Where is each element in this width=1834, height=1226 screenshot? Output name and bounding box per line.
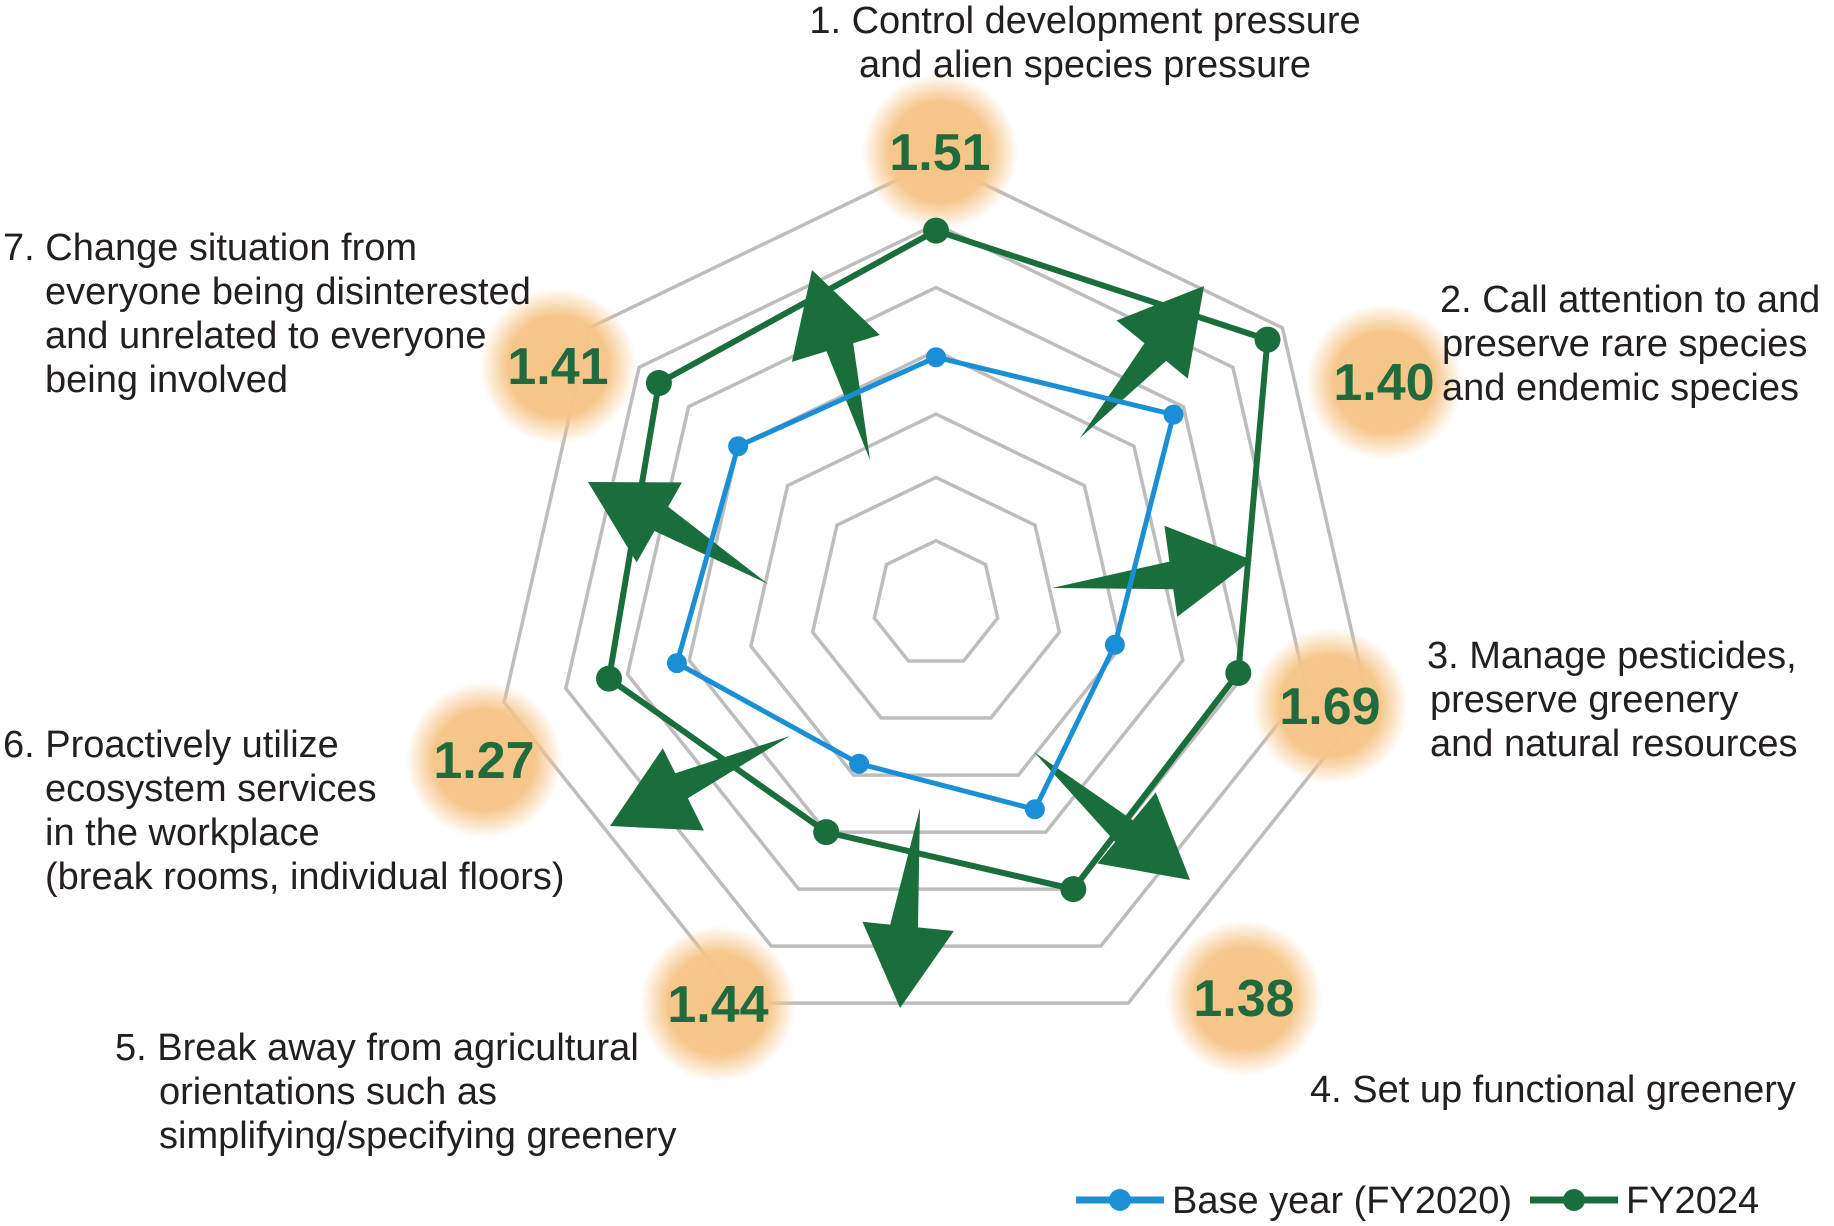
- ratio-value-5: 1.44: [667, 976, 768, 1034]
- series-2-point-5: [813, 819, 840, 846]
- ratio-highlights: 1.51 1.40 1.69 1.38 1.44 1.27 1.41: [406, 74, 1462, 1082]
- axis-label-2: 2. Call attention to and preserve rare sp…: [1440, 279, 1820, 409]
- growth-arrow-7: [588, 482, 768, 584]
- axis-label-6-line-2: ecosystem services: [45, 768, 377, 810]
- ratio-highlight-3: [1252, 628, 1408, 784]
- radar-grid: [502, 159, 1370, 1005]
- growth-arrow-6: [610, 736, 790, 831]
- ratio-highlight-6: [406, 682, 562, 838]
- axis-label-7-line-2: everyone being disinterested: [45, 271, 531, 313]
- ratio-highlight-1: [862, 74, 1018, 230]
- axis-labels: 1. Control development pressure and alien…: [3, 0, 1820, 1157]
- axis-label-7: 7. Change situation from everyone being d…: [3, 227, 531, 401]
- grid-ring-3: [749, 412, 1123, 777]
- series-1-point-5: [849, 753, 870, 774]
- legend-label-1: Base year (FY2020): [1172, 1180, 1512, 1222]
- axis-label-5-line-3: simplifying/specifying greenery: [159, 1115, 676, 1157]
- ratio-highlight-5: [640, 926, 796, 1082]
- series-1-point-1: [926, 347, 946, 368]
- axis-label-2-line-1: 2. Call attention to and: [1440, 279, 1820, 321]
- ratio-highlight-4: [1166, 920, 1322, 1076]
- growth-arrow-5: [862, 808, 954, 1008]
- ratio-value-3: 1.69: [1279, 678, 1380, 736]
- growth-arrow-4: [1034, 752, 1190, 880]
- axis-label-3-line-2: preserve greenery: [1430, 679, 1738, 721]
- axis-label-7-line-3: and unrelated to everyone: [45, 315, 487, 357]
- axis-label-7-line-4: being involved: [45, 359, 288, 401]
- series-1-point-3: [1104, 634, 1125, 655]
- axis-label-3-line-3: and natural resources: [1430, 723, 1798, 765]
- ratio-value-2: 1.40: [1333, 354, 1434, 412]
- axis-label-2-line-3: and endemic species: [1442, 367, 1799, 409]
- legend-swatch-marker-1: [1109, 1189, 1131, 1211]
- ratio-highlight-2: [1306, 304, 1462, 460]
- axis-label-4-line-1: 4. Set up functional greenery: [1310, 1069, 1796, 1111]
- series-1-point-7: [728, 436, 749, 457]
- series-2-point-2: [1254, 326, 1281, 353]
- series-1-point-6: [666, 653, 687, 674]
- ratio-highlight-7: [480, 288, 636, 444]
- axis-label-6: 6. Proactively utilize ecosystem services…: [3, 724, 565, 898]
- axis-label-1-line-1: 1. Control development pressure: [809, 0, 1360, 42]
- series-line-2: [605, 227, 1271, 893]
- legend-swatch-marker-2: [1563, 1189, 1585, 1211]
- series-2-point-7: [645, 370, 672, 396]
- series-1-point-2: [1163, 404, 1184, 425]
- growth-arrows: [588, 270, 1252, 1008]
- growth-arrow-1: [791, 270, 880, 460]
- axis-label-1: 1. Control development pressure and alien…: [809, 0, 1360, 86]
- axis-label-5: 5. Break away from agricultural orientati…: [115, 1027, 676, 1157]
- ratio-value-4: 1.38: [1193, 970, 1294, 1028]
- data-series: [596, 217, 1281, 903]
- axis-label-3-line-1: 3. Manage pesticides,: [1427, 635, 1797, 677]
- series-2-point-1: [923, 217, 949, 244]
- series-2-point-6: [596, 665, 622, 692]
- grid-ring-1: [872, 538, 1000, 663]
- series-2-point-4: [1060, 876, 1087, 903]
- axis-label-2-line-2: preserve rare species: [1442, 323, 1807, 365]
- ratio-value-7: 1.41: [507, 338, 608, 396]
- axis-label-6-line-3: in the workplace: [45, 812, 320, 854]
- axis-label-4: 4. Set up functional greenery: [1310, 1069, 1796, 1111]
- series-2-point-3: [1225, 660, 1252, 686]
- legend: Base year (FY2020) FY2024: [1076, 1180, 1759, 1222]
- axis-label-7-line-1: 7. Change situation from: [3, 227, 417, 269]
- growth-arrow-3: [1052, 525, 1252, 617]
- series-line-1: [673, 354, 1177, 813]
- series-1-point-4: [1024, 799, 1045, 820]
- axis-label-1-line-2: and alien species pressure: [859, 44, 1311, 86]
- grid-ring-2: [810, 475, 1062, 720]
- axis-label-3: 3. Manage pesticides, preserve greenery an…: [1427, 635, 1798, 765]
- legend-label-2: FY2024: [1626, 1180, 1759, 1222]
- grid-ring-5: [625, 285, 1247, 891]
- ratio-value-1: 1.51: [889, 124, 990, 182]
- axis-label-5-line-2: orientations such as: [159, 1071, 497, 1113]
- axis-label-6-line-4: (break rooms, individual floors): [45, 856, 565, 898]
- ratio-value-6: 1.27: [433, 732, 534, 790]
- axis-label-5-line-1: 5. Break away from agricultural: [115, 1027, 639, 1069]
- axis-label-6-line-1: 6. Proactively utilize: [3, 724, 339, 766]
